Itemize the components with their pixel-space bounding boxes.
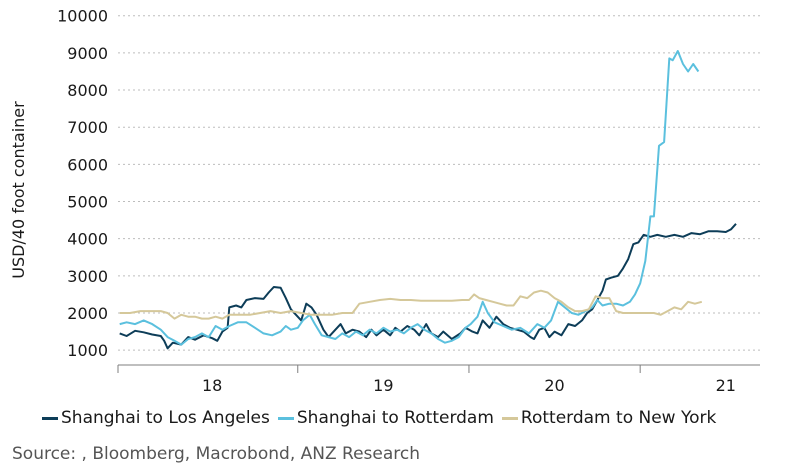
x-tick-label: 19 [373, 376, 393, 395]
y-tick-label: 10000 [57, 7, 108, 26]
grid-lines [118, 15, 760, 351]
y-axis-label: USD/40 foot container [9, 101, 28, 279]
y-tick-label: 3000 [67, 267, 108, 286]
x-axis: 18 19 20 21 [117, 364, 760, 395]
legend-item-newyork: Rotterdam to New York [501, 408, 717, 428]
legend-swatch [42, 416, 58, 420]
y-tick-label: 7000 [67, 118, 108, 137]
y-tick-label: 4000 [67, 230, 108, 249]
legend-swatch [501, 416, 518, 420]
y-tick-label: 2000 [67, 304, 108, 323]
legend-swatch [277, 416, 294, 420]
series-line-2 [119, 289, 703, 320]
legend-item-la: Shanghai to Los Angeles [42, 408, 270, 428]
series-line-1 [119, 50, 700, 346]
series-lines [119, 50, 737, 350]
legend-label: Shanghai to Los Angeles [61, 408, 270, 428]
series-line-0 [119, 223, 737, 350]
x-tick-label: 18 [202, 376, 222, 395]
legend: Shanghai to Los Angeles Shanghai to Rott… [42, 408, 724, 428]
y-tick-label: 5000 [67, 193, 108, 212]
legend-label: Shanghai to Rotterdam [296, 408, 494, 428]
y-axis-ticks: 1000 2000 3000 4000 5000 6000 7000 8000 9000 1000… [57, 7, 108, 360]
y-tick-label: 9000 [67, 44, 108, 63]
x-tick-label: 21 [716, 376, 736, 395]
legend-label: Rotterdam to New York [520, 408, 717, 428]
y-tick-label: 1000 [67, 341, 108, 360]
line-chart: 1000 2000 3000 4000 5000 6000 7000 8000 9000 1000… [9, 7, 760, 395]
y-tick-label: 6000 [67, 155, 108, 174]
x-tick-label: 20 [544, 376, 564, 395]
source-note: Source: , Bloomberg, Macrobond, ANZ Rese… [12, 444, 420, 464]
legend-item-rotterdam: Shanghai to Rotterdam [277, 408, 494, 428]
y-tick-label: 8000 [67, 81, 108, 100]
